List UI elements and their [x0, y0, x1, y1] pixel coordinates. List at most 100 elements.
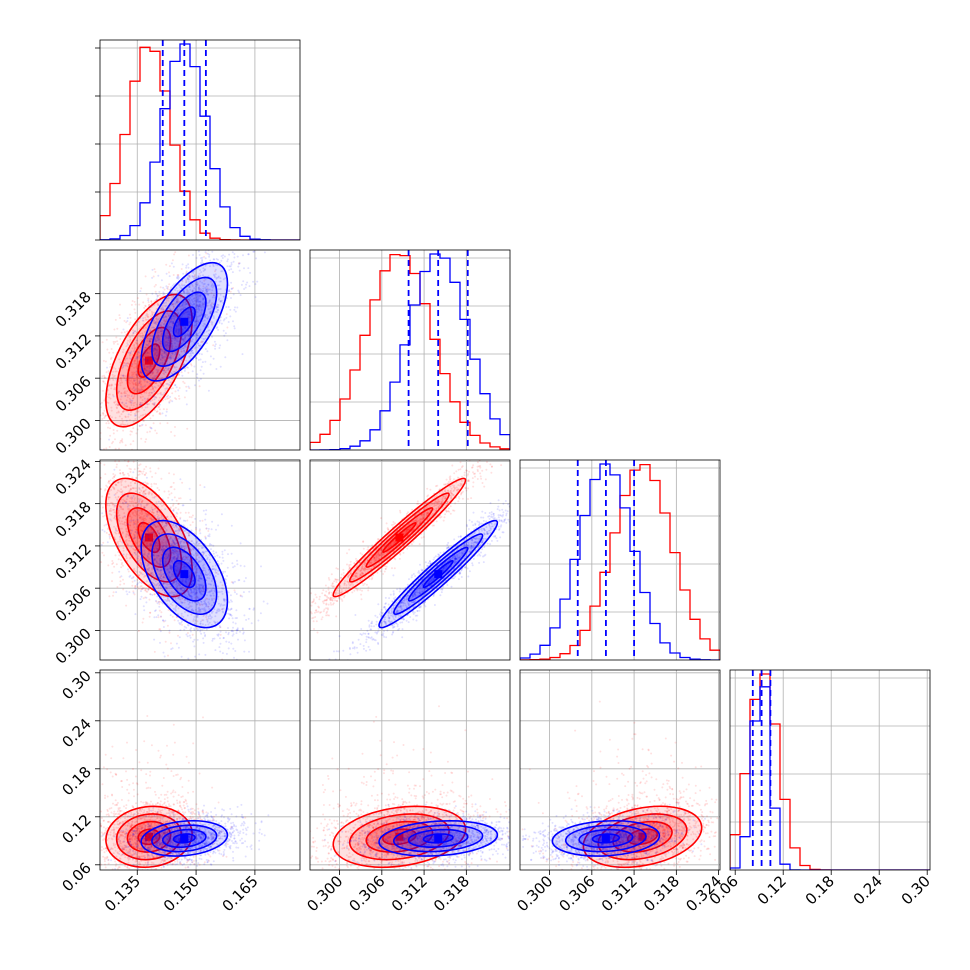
scatter-point-blue — [263, 251, 266, 254]
scatter-point-blue — [192, 289, 194, 292]
scatter-point-blue — [197, 286, 200, 289]
scatter-point-blue — [169, 348, 172, 351]
scatter-point-red — [165, 320, 168, 323]
scatter-point-red — [150, 367, 153, 370]
scatter-point-blue — [175, 366, 178, 369]
scatter-point-blue — [223, 318, 226, 321]
scatter-point-blue — [186, 235, 188, 237]
scatter-point-blue — [200, 290, 202, 292]
scatter-point-red — [151, 313, 154, 316]
scatter-point-blue — [202, 305, 205, 308]
scatter-point-blue — [149, 340, 152, 343]
scatter-point-red — [134, 303, 137, 306]
scatter-point-red — [163, 369, 166, 372]
scatter-point-blue — [205, 523, 207, 526]
scatter-point-blue — [162, 369, 165, 372]
scatter-point-blue — [156, 358, 158, 361]
scatter-point-red — [183, 564, 186, 567]
scatter-point-blue — [207, 329, 210, 332]
scatter-point-red — [84, 437, 86, 439]
scatter-point-red — [195, 304, 198, 307]
scatter-point-blue — [167, 341, 170, 344]
scatter-point-blue — [153, 402, 155, 405]
scatter-point-red — [183, 301, 186, 304]
scatter-point-blue — [212, 317, 215, 319]
scatter-point-blue — [154, 338, 157, 341]
scatter-point-red — [166, 422, 169, 425]
scatter-point-red — [122, 374, 125, 377]
scatter-point-blue — [239, 690, 241, 692]
scatter-point-blue — [202, 283, 205, 286]
scatter-point-blue — [162, 307, 164, 310]
scatter-point-blue — [177, 333, 180, 336]
scatter-point-blue — [177, 344, 180, 347]
scatter-point-red — [149, 365, 152, 368]
scatter-point-red — [175, 329, 178, 332]
scatter-point-red — [103, 374, 106, 377]
scatter-point-red — [139, 463, 142, 466]
scatter-point-red — [97, 418, 99, 420]
scatter-point-red — [162, 408, 165, 411]
scatter-point-red — [104, 360, 107, 363]
scatter-point-blue — [186, 366, 189, 369]
scatter-point-red — [154, 386, 157, 389]
scatter-point-red — [120, 376, 122, 379]
scatter-point-blue — [196, 298, 199, 301]
scatter-point-red — [142, 617, 145, 620]
scatter-point-red — [144, 481, 147, 484]
scatter-point-red — [175, 328, 178, 331]
scatter-point-blue — [199, 369, 202, 372]
scatter-point-blue — [205, 290, 208, 293]
scatter-point-blue — [165, 369, 168, 372]
scatter-point-red — [169, 308, 172, 310]
scatter-point-red — [108, 537, 111, 540]
scatter-point-red — [90, 478, 92, 480]
scatter-point-blue — [163, 352, 166, 355]
scatter-point-red — [188, 356, 191, 359]
scatter-point-red — [132, 460, 135, 463]
scatter-point-blue — [199, 294, 202, 297]
scatter-point-blue — [197, 287, 200, 290]
scatter-point-red — [171, 378, 174, 381]
scatter-point-red — [113, 565, 116, 568]
scatter-point-red — [207, 605, 210, 608]
scatter-point-blue — [194, 285, 197, 288]
scatter-point-blue — [223, 255, 226, 258]
scatter-point-blue — [221, 550, 224, 553]
scatter-point-blue — [230, 297, 232, 299]
scatter-point-red — [129, 316, 132, 319]
scatter-point-blue — [174, 329, 177, 332]
scatter-point-blue — [215, 306, 218, 308]
scatter-point-blue — [226, 211, 228, 213]
scatter-point-red — [131, 371, 133, 374]
scatter-point-blue — [182, 340, 185, 342]
scatter-point-red — [160, 307, 163, 310]
scatter-point-red — [107, 393, 110, 396]
scatter-point-blue — [154, 375, 157, 377]
scatter-point-red — [164, 315, 167, 318]
scatter-point-red — [125, 527, 128, 530]
scatter-point-red — [120, 413, 123, 416]
scatter-point-blue — [186, 277, 189, 280]
scatter-point-red — [119, 472, 122, 475]
scatter-point-red — [146, 406, 149, 409]
scatter-point-red — [145, 391, 148, 394]
scatter-point-blue — [195, 526, 197, 529]
scatter-point-red — [142, 413, 145, 416]
scatter-point-blue — [159, 340, 162, 343]
scatter-point-blue — [241, 353, 244, 356]
scatter-point-red — [158, 294, 161, 297]
scatter-point-blue — [219, 650, 222, 653]
scatter-point-red — [141, 359, 144, 362]
scatter-point-red — [159, 342, 162, 345]
scatter-point-red — [108, 393, 111, 396]
scatter-point-blue — [153, 353, 156, 356]
scatter-point-red — [139, 402, 142, 404]
scatter-point-red — [166, 624, 169, 627]
scatter-point-blue — [203, 338, 206, 341]
scatter-point-blue — [175, 330, 178, 333]
scatter-point-red — [146, 340, 149, 343]
scatter-point-blue — [173, 314, 176, 317]
scatter-point-blue — [207, 308, 210, 311]
scatter-point-blue — [151, 335, 154, 338]
